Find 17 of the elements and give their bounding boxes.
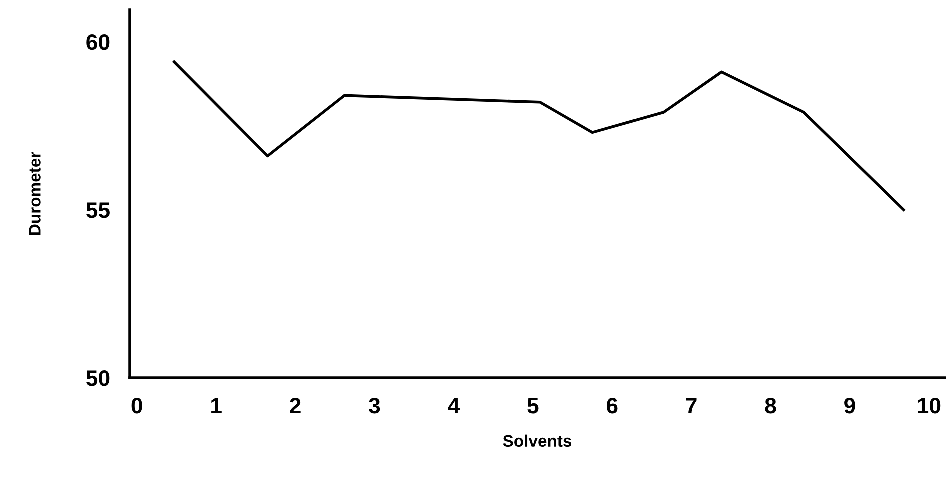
x-tick-label: 2 [290, 398, 301, 414]
x-tick-label: 1 [212, 398, 222, 414]
x-tick-label: 3 [369, 398, 380, 414]
x-tick-label: 5 [528, 398, 539, 414]
x-tick-label: 7 [686, 398, 697, 414]
x-axis-title: Solvents [503, 434, 572, 448]
y-tick-label: 55 [86, 202, 110, 218]
x-tick-label: 0 [132, 398, 142, 414]
line-series [172, 60, 906, 212]
x-tick-label: 9 [844, 398, 856, 414]
x-tick-label: 6 [606, 398, 618, 414]
x-tick-label: 4 [448, 398, 460, 414]
x-tick-label: 8 [765, 398, 776, 414]
y-axis-title: Durometer [29, 152, 41, 236]
x-tick-label: 10 [918, 398, 941, 414]
y-tick-label: 50 [86, 370, 110, 386]
y-tick-label: 60 [86, 34, 110, 50]
